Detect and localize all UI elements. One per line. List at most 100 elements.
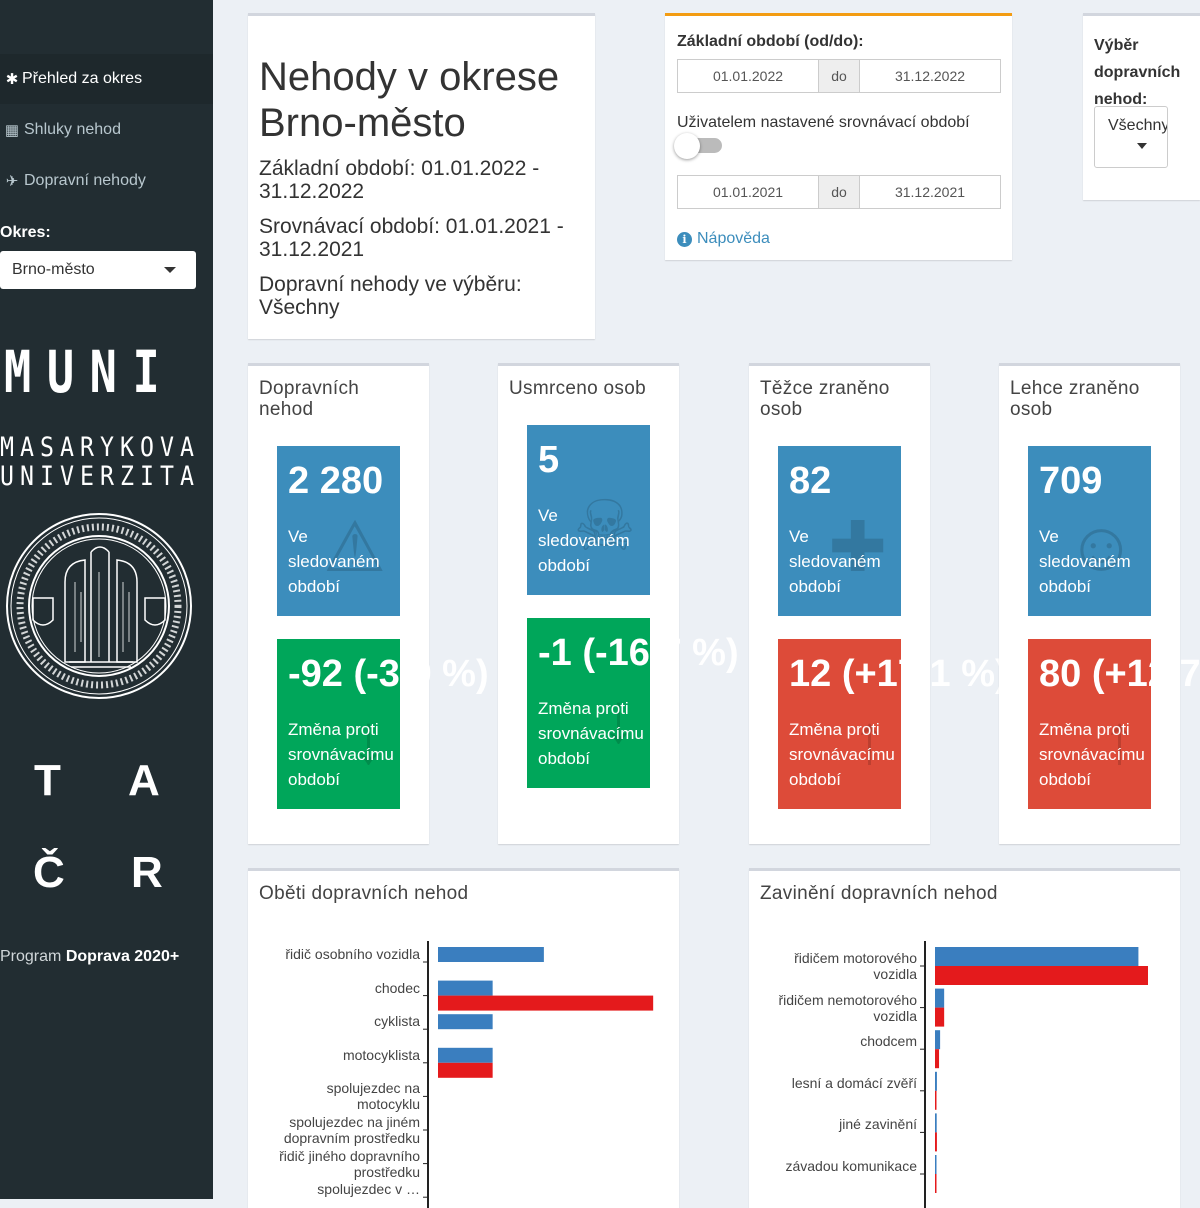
category-label: lesní a domácí zvěří [791,1074,917,1091]
help-link-label: Nápověda [697,230,770,247]
stat-box: Dopravních nehod ⚠ 2 280 Ve sledovaném o… [248,363,489,844]
bar-series-0 [935,1155,937,1174]
bar-series-0 [438,1047,493,1063]
category-label: motocyklista [342,1046,420,1063]
sidebar-item-label: Přehled za okres [22,70,143,87]
tacr-letter: A [128,756,160,805]
chart-title: Oběti dopravních nehod [259,883,469,904]
arrow-up-icon: ↑ [1102,700,1137,778]
stat-value-text: Ve sledovaném období [1039,527,1131,596]
bar-series-0 [438,947,544,962]
arrow-down-icon: ↓ [351,700,386,778]
sidebar-item-label: Shluky nehod [24,121,121,138]
bar-series-0 [935,1113,937,1133]
sidebar: ✱ Přehled za okres ▦ Shluky nehod ✈ Dopr… [0,0,213,1199]
stat-value-text: Ve sledovaném období [789,527,881,596]
muni-logo-line2: UNIVERZITA [0,461,201,492]
category-label: řidičem nemotorového vozidla [778,991,917,1024]
caret-down-icon [164,267,176,273]
chart-svg [423,941,654,1208]
category-label: řidič jiného dopravního prostředku [279,1147,420,1180]
stat-title: Těžce zraněno osob [760,378,890,420]
bar-series-0 [935,988,945,1008]
program-name: Doprava 2020+ [65,948,180,965]
toggle-knob [674,133,700,159]
okres-label: Okres: [0,224,51,241]
base-period-label: Základní období (od/do): [677,33,864,50]
chart-box-fault: Zavinění dopravních nehod řidičem motoro… [749,868,1180,1208]
arrow-down-icon: ↓ [601,679,636,757]
sidebar-item-prehled[interactable]: ✱ Přehled za okres [0,54,213,104]
category-label: spolujezdec na motocyklu [326,1080,420,1113]
compare-period-text: Srovnávací období: 01.01.2021 - 31.12.20… [259,215,564,261]
base-date-from[interactable]: 01.01.2022 [712,68,784,84]
stat-title: Usmrceno osob [509,378,646,399]
selection-text: Dopravní nehody ve výběru: Všechny [259,273,522,319]
stat-box: Těžce zraněno osob ✚ 82 Ve sledovaném ob… [749,363,1008,844]
bar-series-0 [438,1014,493,1030]
injured-person-icon: ☺ [1065,507,1137,585]
category-label: závadou komunikace [785,1158,917,1174]
stat-change-box: ↑ 12 (+17.1 %) Změna proti srovnávacímu … [778,639,1008,809]
base-date-range: 01.01.2022 do 31.12.2022 [677,59,1001,93]
category-label: cyklista [374,1013,420,1030]
stat-value-text: Ve sledovaném období [538,506,630,575]
stat-value: 2 280 [288,460,384,502]
category-label: chodec [374,979,420,996]
skull-icon: ☠ [573,487,636,565]
accident-select-label: Výběr dopravních nehod: [1094,37,1181,108]
bar-series-1 [935,1132,937,1152]
help-link[interactable]: i Nápověda [677,230,770,248]
category-label: řidičem motorového vozidla [794,950,917,982]
crutch-icon: ✚ [828,508,887,586]
custom-period-toggle[interactable] [674,133,722,159]
chart-title: Zavinění dopravních nehod [760,883,998,904]
stat-value: 709 [1039,460,1103,502]
stat-box: Usmrceno osob ☠ 5 Ve sledovaném období ↓… [498,363,739,844]
date-separator: do [818,176,860,208]
category-label: chodcem [860,1033,917,1050]
stat-title: Dopravních nehod [259,378,360,420]
stat-change-box: ↓ -92 (-3.9 %) Změna proti srovnávacímu … [277,639,489,809]
tacr-letter: Č [33,848,65,897]
compare-date-to[interactable]: 31.12.2021 [894,184,966,200]
bar-series-0 [438,980,493,996]
stat-change-box: ↑ 80 (+12.7 %) Změna proti srovnávacímu … [1028,639,1200,809]
car-crash-icon: ✱ [5,71,19,88]
compare-date-from[interactable]: 01.01.2021 [712,184,784,200]
category-label: spolujezdec na jiném dopravním prostředk… [283,1114,420,1146]
sidebar-item-label: Dopravní nehody [24,172,146,189]
chart-box-victims: Oběti dopravních nehod řidič osobního vo… [248,868,679,1208]
stat-value: 82 [789,460,832,502]
stat-change: 12 (+17.1 %) [789,653,1008,695]
sidebar-item-nehody[interactable]: ✈ Dopravní nehody [0,156,213,206]
car-crash-icon: ✈ [5,173,19,190]
accident-select-box: Výběr dopravních nehod: Všechny [1083,13,1200,200]
stat-value-text: Ve sledovaném období [288,527,380,596]
tacr-letter: R [131,848,163,897]
program-prefix: Program [0,948,62,965]
bar-series-0 [935,1071,937,1091]
caret-down-icon [1137,143,1147,149]
stat-change: -92 (-3.9 %) [288,653,489,695]
accident-select[interactable]: Všechny [1094,106,1168,168]
base-period-text: Základní období: 01.01.2022 - 31.12.2022 [259,157,540,203]
sidebar-item-shluky[interactable]: ▦ Shluky nehod [0,105,213,155]
stat-value: 5 [538,439,560,481]
category-label: spolujezdec v … [317,1181,420,1198]
stat-title: Lehce zraněno osob [1010,378,1140,420]
page-title: Nehody v okrese Brno-město [259,55,560,145]
custom-period-label: Uživatelem nastavené srovnávací období [677,114,970,131]
stat-change-text: Změna proti srovnávacímu období [288,720,394,789]
title-box: Nehody v okrese Brno-město Základní obdo… [248,13,595,339]
info-icon: i [677,231,692,247]
category-label: řidič osobního vozidla [285,946,420,962]
arrow-up-icon: ↑ [852,700,887,778]
okres-select[interactable]: Brno-město [0,251,196,289]
compare-date-range: 01.01.2021 do 31.12.2021 [677,175,1001,209]
bar-series-0 [935,947,1139,966]
base-date-to[interactable]: 31.12.2022 [894,68,966,84]
chart-svg [920,941,1148,1208]
tacr-letter: T [34,756,61,805]
muni-logo-line1: MASARYKOVA [0,432,201,463]
